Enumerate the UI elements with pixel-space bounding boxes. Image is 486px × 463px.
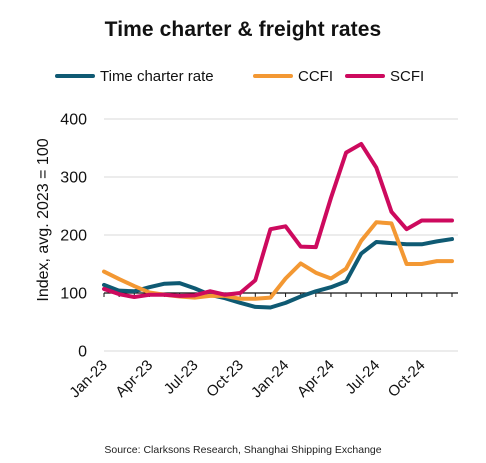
legend-label-scfi: SCFI (390, 67, 425, 85)
legend-label-time-charter-rate: Time charter rate (100, 67, 214, 85)
y-tick-label: 200 (60, 228, 87, 245)
legend-label-ccfi: CCFI (298, 67, 333, 85)
y-tick-label: 300 (60, 170, 87, 187)
x-tick-label: Apr-24 (294, 357, 338, 401)
series-lines (102, 141, 454, 310)
x-tick-label: Jul-23 (161, 357, 202, 398)
legend-item-time-charter-rate: Time charter rate (55, 66, 214, 86)
legend-swatch-ccfi (253, 74, 293, 78)
y-axis-label: Index, avg. 2023 = 100 (35, 138, 52, 301)
source-note: Source: Clarksons Research, Shanghai Shi… (104, 444, 382, 456)
y-axis-tick-labels: 0 100 200 300 400 (60, 112, 87, 361)
legend: Time charter rate CCFI SCFI (0, 66, 486, 90)
x-tick-label: Jan-24 (248, 357, 292, 401)
chart-title: Time charter & freight rates (104, 18, 382, 41)
legend-swatch-scfi (345, 74, 385, 78)
gridlines (104, 118, 458, 352)
x-tick-label: Oct-24 (385, 357, 429, 401)
legend-item-ccfi: CCFI (253, 66, 333, 86)
x-tick-label: Jan-23 (66, 357, 110, 401)
legend-swatch-time-charter-rate (55, 74, 95, 78)
x-axis: Jan-23 Apr-23 Jul-23 Oct-23 Jan-24 Apr-24 Jul-… (66, 292, 458, 401)
y-tick-label: 100 (60, 286, 87, 303)
series-line-time-charter-rate (102, 237, 454, 310)
x-tick-label: Jul-24 (342, 357, 383, 398)
series-line-scfi (102, 141, 454, 300)
y-tick-label: 400 (60, 112, 87, 129)
legend-item-scfi: SCFI (345, 66, 424, 86)
x-tick-label: Oct-23 (203, 357, 247, 401)
y-tick-label: 0 (78, 344, 87, 361)
x-tick-label: Apr-23 (112, 357, 156, 401)
